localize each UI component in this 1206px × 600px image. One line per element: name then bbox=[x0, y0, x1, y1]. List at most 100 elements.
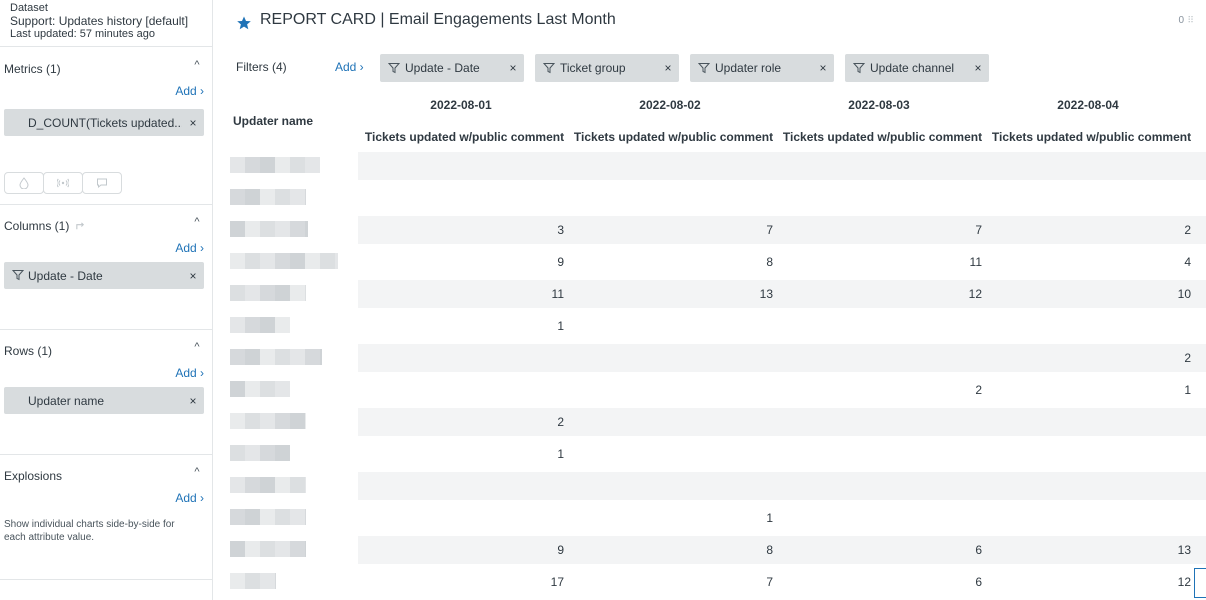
collapse-rows-icon[interactable]: ^ bbox=[194, 341, 200, 353]
remove-filter-icon[interactable]: × bbox=[509, 61, 517, 75]
remove-row-icon[interactable]: × bbox=[189, 393, 197, 408]
table-row[interactable]: 3 7 7 2 bbox=[228, 214, 1206, 246]
remove-filter-icon[interactable]: × bbox=[664, 61, 672, 75]
rows-title-text: Rows (1) bbox=[4, 344, 53, 358]
table-cell[interactable]: 17 bbox=[550, 575, 564, 589]
color-option-button[interactable] bbox=[4, 172, 44, 194]
star-icon[interactable] bbox=[236, 15, 252, 31]
row-header: Updater name bbox=[233, 114, 314, 128]
metric-header: Tickets updated w/public comment bbox=[782, 130, 983, 144]
explosions-description: Show individual charts side-by-side for … bbox=[4, 519, 175, 543]
table-cell[interactable]: 12 bbox=[1177, 575, 1191, 589]
resize-icon[interactable]: ⠿ bbox=[1187, 15, 1194, 25]
table-cell[interactable]: 8 bbox=[766, 543, 773, 557]
collapse-columns-icon[interactable]: ^ bbox=[194, 216, 200, 228]
remove-filter-icon[interactable]: × bbox=[974, 61, 982, 75]
table-cell[interactable]: 1 bbox=[766, 511, 773, 525]
table-row[interactable]: 11 13 12 10 bbox=[228, 278, 1206, 310]
redacted-updater-name bbox=[230, 349, 322, 367]
dataset-name[interactable]: Support: Updates history [default] bbox=[10, 14, 189, 28]
filter-chip-update-date[interactable]: Update - Date × bbox=[380, 54, 524, 82]
add-metric-link[interactable]: Add › bbox=[175, 84, 204, 98]
redaction-block bbox=[290, 157, 305, 173]
redaction-block bbox=[290, 413, 305, 429]
table-cell[interactable]: 7 bbox=[975, 223, 982, 237]
table-row[interactable]: 1 bbox=[228, 310, 1206, 342]
table-row[interactable]: 9 8 11 4 bbox=[228, 246, 1206, 278]
row-pill[interactable]: Updater name × bbox=[4, 387, 204, 414]
table-cell[interactable]: 11 bbox=[969, 255, 982, 269]
redaction-block bbox=[305, 509, 306, 525]
swap-icon[interactable] bbox=[75, 221, 86, 232]
add-column-link[interactable]: Add › bbox=[175, 241, 204, 255]
redaction-block bbox=[230, 157, 245, 173]
table-cell[interactable]: 2 bbox=[1184, 223, 1191, 237]
table-row[interactable] bbox=[228, 150, 1206, 182]
redacted-updater-name bbox=[230, 413, 306, 431]
add-row-link[interactable]: Add › bbox=[175, 366, 204, 380]
collapse-explosions-icon[interactable]: ^ bbox=[194, 466, 200, 478]
redaction-block bbox=[245, 445, 260, 461]
table-cell[interactable]: 4 bbox=[1184, 255, 1191, 269]
table-cell[interactable]: 1 bbox=[557, 447, 564, 461]
table-cell[interactable]: 13 bbox=[759, 287, 773, 301]
explosions-section-title: Explosions bbox=[4, 469, 62, 483]
table-cell[interactable]: 6 bbox=[975, 543, 982, 557]
table-cell[interactable]: 6 bbox=[975, 575, 982, 589]
redaction-block bbox=[230, 381, 245, 397]
metric-header: Tickets updated w/public comment bbox=[573, 130, 774, 144]
table-cell[interactable]: 2 bbox=[975, 383, 982, 397]
redacted-updater-name bbox=[230, 285, 306, 303]
column-pill[interactable]: Update - Date × bbox=[4, 262, 204, 289]
signal-option-button[interactable] bbox=[43, 172, 83, 194]
table-cell[interactable]: 1 bbox=[557, 319, 564, 333]
table-row[interactable] bbox=[228, 470, 1206, 502]
redaction-block bbox=[260, 573, 275, 589]
date-header: 2022-08-01 bbox=[430, 98, 492, 112]
table-row[interactable]: 1 bbox=[228, 438, 1206, 470]
add-explosion-link[interactable]: Add › bbox=[175, 491, 204, 505]
remove-filter-icon[interactable]: × bbox=[819, 61, 827, 75]
redacted-updater-name bbox=[230, 221, 308, 239]
table-cell[interactable]: 7 bbox=[766, 575, 773, 589]
table-row[interactable]: 1 bbox=[228, 502, 1206, 534]
redaction-block bbox=[230, 541, 245, 557]
table-cell[interactable]: 7 bbox=[766, 223, 773, 237]
collapse-metrics-icon[interactable]: ^ bbox=[194, 59, 200, 71]
redacted-updater-name bbox=[230, 445, 290, 463]
remove-column-icon[interactable]: × bbox=[189, 268, 197, 283]
table-cell[interactable]: 12 bbox=[968, 287, 982, 301]
filter-chip-ticket-group[interactable]: Ticket group × bbox=[535, 54, 679, 82]
table-cell[interactable]: 2 bbox=[557, 415, 564, 429]
add-filter-link[interactable]: Add › bbox=[335, 60, 364, 74]
table-row[interactable]: 2 bbox=[228, 342, 1206, 374]
redaction-block bbox=[305, 477, 306, 493]
table-cell[interactable]: 9 bbox=[557, 543, 564, 557]
metric-header: Tickets updated w/public comment bbox=[364, 130, 565, 144]
table-row[interactable]: 2 bbox=[228, 406, 1206, 438]
redaction-block bbox=[245, 189, 260, 205]
redaction-block bbox=[230, 413, 245, 429]
redacted-updater-name bbox=[230, 509, 306, 527]
table-row[interactable]: 17 7 6 12 bbox=[228, 566, 1206, 598]
table-cell[interactable]: 9 bbox=[557, 255, 564, 269]
comment-option-button[interactable] bbox=[82, 172, 122, 194]
remove-metric-icon[interactable]: × bbox=[189, 115, 197, 130]
filter-chip-updater-role[interactable]: Updater role × bbox=[690, 54, 834, 82]
redaction-block bbox=[260, 541, 275, 557]
table-cell[interactable]: 11 bbox=[551, 287, 564, 301]
table-cell[interactable]: 1 bbox=[1184, 383, 1191, 397]
divider bbox=[0, 204, 212, 205]
table-cell[interactable]: 13 bbox=[1177, 543, 1191, 557]
redaction-block bbox=[230, 285, 245, 301]
table-row[interactable] bbox=[228, 182, 1206, 214]
table-cell[interactable]: 10 bbox=[1177, 287, 1191, 301]
table-row[interactable]: 9 8 6 13 bbox=[228, 534, 1206, 566]
metric-pill[interactable]: D_COUNT(Tickets updated... × bbox=[4, 109, 204, 136]
table-cell[interactable]: 2 bbox=[1184, 351, 1191, 365]
table-cell[interactable]: 8 bbox=[766, 255, 773, 269]
table-cell[interactable]: 3 bbox=[557, 223, 564, 237]
redacted-updater-name bbox=[230, 541, 306, 559]
filter-chip-update-channel[interactable]: Update channel × bbox=[845, 54, 989, 82]
